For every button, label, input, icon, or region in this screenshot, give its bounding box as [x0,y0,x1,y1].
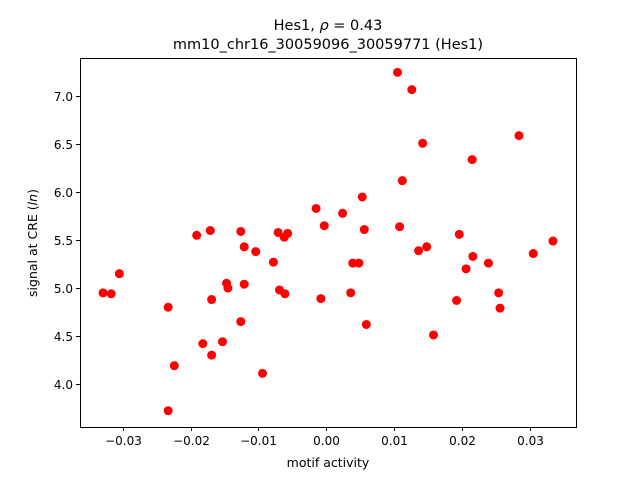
data-point [163,302,173,312]
x-tick-label: −0.03 [105,434,142,448]
data-point [207,295,217,305]
data-point [454,229,464,239]
data-point [251,247,261,257]
data-point [217,337,227,347]
x-tick-label: 0.01 [381,434,408,448]
data-point [205,226,215,236]
x-tick-label: −0.01 [240,434,277,448]
x-tick-label: −0.02 [173,434,210,448]
data-point [239,242,249,252]
data-point [361,319,371,329]
data-point [163,406,173,416]
data-point [223,283,233,293]
data-point [495,303,505,313]
data-point [494,288,504,298]
y-axis-ticks: 4.0 4.5 5.0 5.5 6.0 6.5 7.0 [54,90,80,392]
y-tick-label: 5.0 [54,282,73,296]
data-point [452,295,462,305]
data-point [467,155,477,165]
data-point [319,221,329,231]
y-tick-label: 6.5 [54,138,73,152]
x-tick-label: 0.00 [313,434,340,448]
data-point [192,230,202,240]
chart-title-line1: Hes1, ρ = 0.43 [274,18,383,34]
data-point [258,368,268,378]
data-point [357,192,367,202]
data-point [338,208,348,218]
data-point [198,339,208,349]
y-axis-label: signal at CRE (ln) [25,189,40,297]
data-point [395,222,405,232]
data-point [98,288,108,298]
data-point [407,85,417,95]
data-point [268,257,278,267]
data-point [236,226,246,236]
data-point [346,288,356,298]
data-point [169,361,179,371]
data-point [418,138,428,148]
x-axis-label: motif activity [287,455,370,470]
data-point [414,246,424,256]
plot-frame [80,58,577,428]
y-tick-label: 4.0 [54,378,73,392]
y-tick-label: 5.5 [54,234,73,248]
x-axis-ticks: −0.03 −0.02 −0.01 0.00 0.01 0.02 0.03 [105,427,544,448]
chart-title-line2: mm10_chr16_30059096_30059771 (Hes1) [173,37,483,53]
data-point [528,249,538,259]
data-point [114,269,124,279]
data-point [422,242,432,252]
data-point [316,294,326,304]
data-point [106,289,116,299]
data-point [461,264,471,274]
data-point [354,258,364,268]
data-point [207,350,217,360]
x-tick-label: 0.02 [449,434,476,448]
data-point [311,203,321,213]
data-point [514,131,524,141]
x-tick-label: 0.03 [517,434,544,448]
y-tick-label: 4.5 [54,330,73,344]
y-tick-label: 7.0 [54,90,73,104]
data-point [397,176,407,186]
data-point [239,279,249,289]
data-point [393,67,403,77]
data-point [429,330,439,340]
data-point [283,228,293,238]
data-point [548,236,558,246]
data-point [483,258,493,268]
data-points [98,67,558,416]
data-point [236,317,246,327]
y-tick-label: 6.0 [54,186,73,200]
data-point [273,227,283,237]
data-point [468,251,478,261]
data-point [280,289,290,299]
data-point [359,225,369,235]
